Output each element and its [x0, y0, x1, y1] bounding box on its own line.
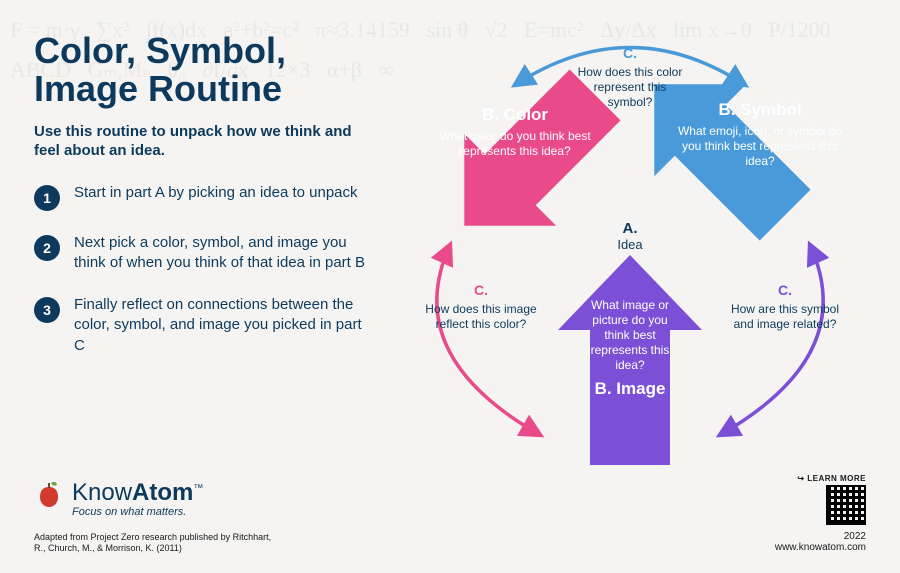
brand-logo: KnowAtom™ [34, 478, 866, 508]
step-1-number: 1 [34, 185, 60, 211]
center-idea: A. Idea [602, 220, 658, 252]
step-2-number: 2 [34, 235, 60, 261]
step-1-text: Start in part A by picking an idea to un… [74, 183, 358, 203]
apple-icon [34, 478, 64, 508]
brand-name: KnowAtom™ [72, 479, 203, 507]
step-3-number: 3 [34, 297, 60, 323]
csi-diagram: B. Color What color do you think best re… [380, 20, 880, 500]
step-1: 1 Start in part A by picking an idea to … [34, 183, 374, 211]
c-right: C. How are this symbol and image related… [720, 282, 850, 332]
brand-tagline: Focus on what matters. [72, 506, 866, 518]
arrow-image [558, 255, 702, 465]
learn-more-label: ↪ LEARN MORE [797, 474, 866, 483]
url: www.knowatom.com [775, 542, 866, 553]
c-top: C. How does this color represent this sy… [570, 45, 690, 110]
step-3: 3 Finally reflect on connections between… [34, 295, 374, 356]
year: 2022 [775, 531, 866, 542]
c-left: C. How does this image reflect this colo… [416, 282, 546, 332]
step-2-text: Next pick a color, symbol, and image you… [74, 233, 374, 274]
page-title: Color, Symbol, Image Routine [34, 32, 374, 108]
qr-code-icon [826, 485, 866, 525]
arc-left [437, 245, 540, 435]
credit-line: Adapted from Project Zero research publi… [34, 532, 284, 555]
step-2: 2 Next pick a color, symbol, and image y… [34, 233, 374, 274]
page-subtitle: Use this routine to unpack how we think … [34, 122, 374, 161]
step-3-text: Finally reflect on connections between t… [74, 295, 374, 356]
arc-right [720, 245, 823, 435]
qr-block: ↪ LEARN MORE [775, 474, 866, 525]
